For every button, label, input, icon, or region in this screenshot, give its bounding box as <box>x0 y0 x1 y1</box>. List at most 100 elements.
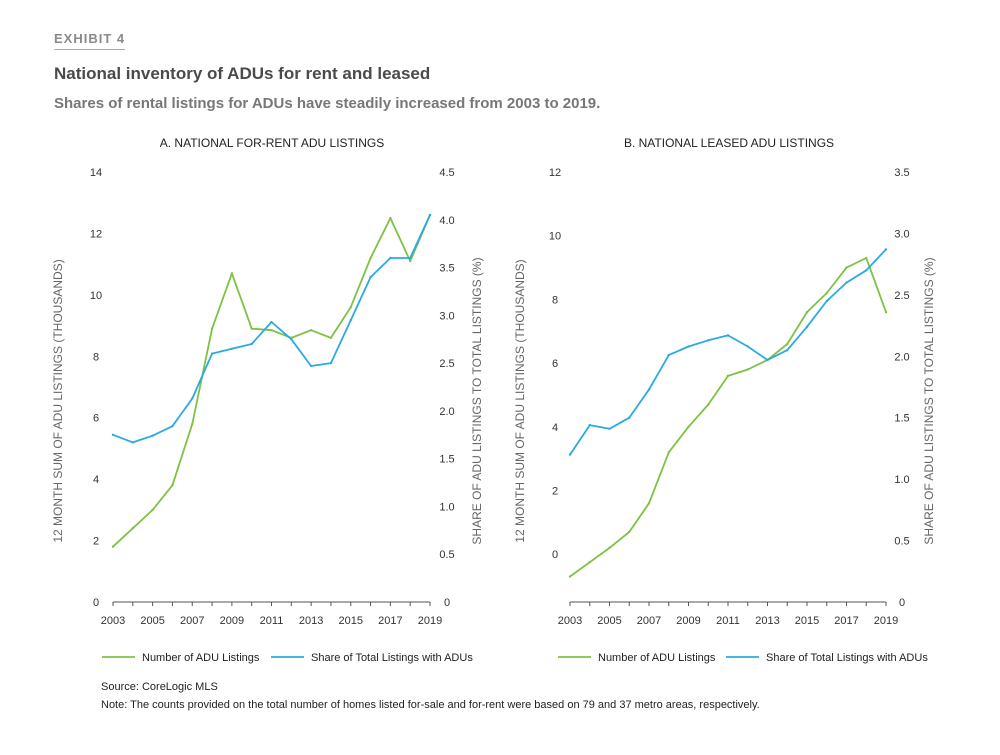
chart-a-series-share-point <box>230 347 234 350</box>
chart-a-series-share-point <box>329 361 333 365</box>
chart-b-series-share-point <box>707 339 710 342</box>
chart-b-series-share-point <box>786 348 789 352</box>
chart-b-y2-tick-label: 2.5 <box>894 290 909 302</box>
chart-b-series-share-point <box>766 358 769 362</box>
chart-a-series-count-point <box>111 545 115 548</box>
chart-b-series-share-line <box>569 248 887 456</box>
chart-b-series-count-point <box>865 256 868 260</box>
chart-a-y2-tick-label: 2.5 <box>439 358 454 370</box>
chart-a-series-share-point <box>349 318 352 322</box>
chart-a-legend-label-share: Share of Total Listings with ADUs <box>311 652 473 664</box>
chart-b-series-share-point <box>865 269 868 272</box>
chart-a-y-tick-label: 4 <box>93 474 99 486</box>
chart-a-y-tick-label: 8 <box>93 351 99 363</box>
chart-b-y2-tick-label: 1.0 <box>894 474 909 486</box>
chart-a-legend-label-count: Number of ADU Listings <box>142 652 260 664</box>
chart-a-series-share-line <box>112 214 431 444</box>
chart-a-y-axis-title: 12 MONTH SUM OF ADU LISTINGS (THOUSANDS) <box>51 259 65 542</box>
chart-b-series-share-point <box>588 423 591 427</box>
chart-a-series-share-point <box>389 256 392 260</box>
chart-a-series-count-point <box>191 422 194 426</box>
chart-a-x-tick-label: 2003 <box>101 615 125 627</box>
chart-a-x-tick-label: 2013 <box>299 615 323 627</box>
chart-a-y2-tick-label: 0.5 <box>439 549 454 561</box>
chart-a-series-share-point <box>191 397 194 400</box>
chart-b-series-count-point <box>884 310 888 314</box>
chart-b-x-tick-label: 2007 <box>637 615 661 627</box>
chart-b-x-tick-label: 2013 <box>755 615 779 627</box>
chart-a-y2-tick-label: 3.0 <box>439 310 454 322</box>
chart-a-y2-tick-label: 1.0 <box>439 501 454 513</box>
chart-b-y-tick-label: 6 <box>552 358 558 370</box>
chart-a-y2-tick-label: 0 <box>444 597 450 609</box>
chart-b-x-tick-label: 2011 <box>716 615 740 627</box>
chart-b-series-count-point <box>845 266 848 269</box>
chart-a-series-share-point <box>151 434 154 437</box>
chart-a-series-count-point <box>230 272 234 275</box>
chart-a-title: A. NATIONAL FOR-RENT ADU LISTINGS <box>160 136 384 150</box>
chart-b-x-tick-label: 2003 <box>558 615 582 627</box>
chart-b-series-share-point <box>628 416 631 419</box>
chart-b-y-tick-label: 8 <box>552 294 558 306</box>
chart-b-series-share-point <box>667 353 670 357</box>
page-title: National inventory of ADUs for rent and … <box>54 64 431 83</box>
chart-b-y2-tick-label: 0 <box>899 597 905 609</box>
chart-b-series-share-point <box>884 248 888 251</box>
chart-a-series-share-point <box>131 441 135 444</box>
chart-a-series-share-point <box>428 213 432 217</box>
chart-b-series-count-point <box>608 546 611 550</box>
chart-b-x-tick-label: 2009 <box>676 615 700 627</box>
chart-b-y-tick-label: 4 <box>552 422 558 434</box>
chart-b-legend-label-count: Number of ADU Listings <box>598 652 716 664</box>
chart-b-y2-tick-label: 3.5 <box>894 167 909 179</box>
chart-b-y2-tick-label: 2.0 <box>894 351 909 363</box>
chart-b-title: B. NATIONAL LEASED ADU LISTINGS <box>624 136 834 150</box>
chart-b-series-count-point <box>786 342 789 346</box>
chart-b-series-share-point <box>608 427 611 430</box>
chart-b-x-tick-label: 2017 <box>834 615 858 627</box>
chart-a-x-tick-label: 2011 <box>260 615 284 627</box>
chart-b-x-tick-label: 2019 <box>874 615 898 627</box>
chart-b-series-share-point <box>805 325 809 328</box>
chart-a-x-tick-label: 2005 <box>140 615 164 627</box>
chart-a-series-count-point <box>369 256 372 260</box>
chart-a-x-tick-label: 2019 <box>418 615 442 627</box>
chart-a-series-count-point <box>151 508 154 512</box>
chart-a-series-share-point <box>171 424 174 428</box>
chart-a-y2-tick-label: 1.5 <box>439 454 454 466</box>
chart-a-y2-tick-label: 4.5 <box>439 167 454 179</box>
chart-a-series-count-point <box>309 328 313 332</box>
chart-a-series-share-point <box>111 433 115 436</box>
chart-b-series-count-point <box>805 310 809 314</box>
chart-b-series-share-point <box>746 345 749 348</box>
chart-a-series-share-point <box>210 352 214 355</box>
chart-b-y-tick-label: 10 <box>549 231 561 243</box>
chart-a-series-count-point <box>329 336 333 340</box>
chart-a-series-count-point <box>408 259 412 263</box>
chart-a-y-tick-label: 6 <box>93 413 99 425</box>
chart-a-series-share-point <box>270 320 273 324</box>
chart-b-series-share-point <box>845 281 848 284</box>
footnote: Note: The counts provided on the total n… <box>101 699 760 711</box>
chart-a-series-count-point <box>131 527 135 530</box>
exhibit-label: EXHIBIT 4 <box>54 31 126 50</box>
chart-b-series-count-point <box>568 575 572 578</box>
chart-a-y2-tick-label: 3.5 <box>439 263 454 275</box>
chart-b-series-count-point <box>588 560 591 564</box>
chart-b-series-count-point <box>687 425 690 429</box>
chart-a-series-count-point <box>389 216 392 220</box>
chart-a-series-share-point <box>290 338 293 341</box>
chart-b-y-tick-label: 0 <box>552 549 558 561</box>
chart-a-y-tick-label: 2 <box>93 536 99 548</box>
chart-b-y-tick-label: 12 <box>549 167 561 179</box>
chart-a-y-tick-label: 10 <box>90 290 102 302</box>
source-note: Source: CoreLogic MLS <box>101 681 218 693</box>
chart-b-series-count-point <box>825 291 828 295</box>
chart-b-y-axis-title: 12 MONTH SUM OF ADU LISTINGS (THOUSANDS) <box>513 259 527 542</box>
chart-a-series-share-point <box>250 342 253 346</box>
page-subtitle: Shares of rental listings for ADUs have … <box>54 95 601 112</box>
chart-a-x-tick-label: 2015 <box>339 615 363 627</box>
chart-b-legend-label-share: Share of Total Listings with ADUs <box>766 652 928 664</box>
chart-a-series-share-point <box>309 364 313 368</box>
